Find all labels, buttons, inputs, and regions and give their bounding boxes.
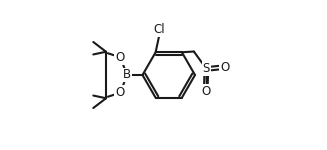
Text: B: B (123, 69, 131, 81)
Text: Cl: Cl (154, 23, 165, 36)
Text: O: O (201, 85, 211, 98)
Text: O: O (115, 51, 124, 64)
Text: S: S (203, 62, 210, 75)
Text: O: O (220, 61, 230, 74)
Text: O: O (115, 86, 124, 99)
